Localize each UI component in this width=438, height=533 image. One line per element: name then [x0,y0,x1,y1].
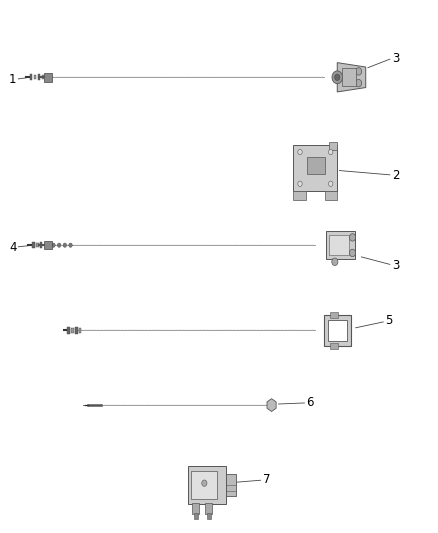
Circle shape [332,71,343,84]
Bar [325,190,337,200]
Circle shape [328,181,333,187]
Bar [188,466,226,504]
Bar [293,145,337,190]
Text: 7: 7 [263,473,270,486]
Circle shape [328,149,333,155]
Bar [326,231,355,259]
Bar [328,320,347,341]
Text: 2: 2 [392,169,399,182]
Bar [42,75,44,79]
Bar [328,236,349,255]
Bar [34,75,36,79]
Circle shape [350,233,356,241]
Circle shape [350,249,356,257]
Bar [36,243,39,247]
Bar [79,328,81,333]
Bar [226,474,236,496]
FancyBboxPatch shape [44,241,52,249]
Bar [40,242,42,248]
Bar [329,312,338,318]
Text: 1: 1 [9,74,17,86]
Bar [194,513,198,519]
Circle shape [57,243,61,247]
Bar [205,503,212,514]
Bar [307,157,325,174]
Bar [191,471,217,499]
Bar [324,315,351,346]
Text: 3: 3 [392,52,399,65]
Circle shape [356,68,362,75]
Circle shape [332,258,338,265]
Bar [329,343,338,349]
Polygon shape [267,399,276,411]
Text: 6: 6 [307,396,314,409]
Bar [67,327,70,334]
Text: 5: 5 [385,314,393,327]
Text: 4: 4 [9,241,17,254]
Bar [71,328,74,333]
Circle shape [202,480,207,486]
Bar [207,513,211,519]
Bar [342,68,356,86]
Polygon shape [337,63,366,92]
Bar [293,190,306,200]
Text: 3: 3 [392,259,399,272]
Bar [32,242,35,248]
Circle shape [356,79,362,87]
Bar [75,327,78,334]
Bar [328,141,337,149]
Circle shape [52,243,55,247]
Circle shape [298,181,302,187]
Circle shape [63,243,67,247]
Circle shape [298,149,302,155]
Circle shape [335,74,340,80]
FancyBboxPatch shape [44,73,52,82]
Circle shape [69,243,72,247]
Bar [192,503,199,514]
Bar [30,74,32,80]
Bar [38,74,40,80]
